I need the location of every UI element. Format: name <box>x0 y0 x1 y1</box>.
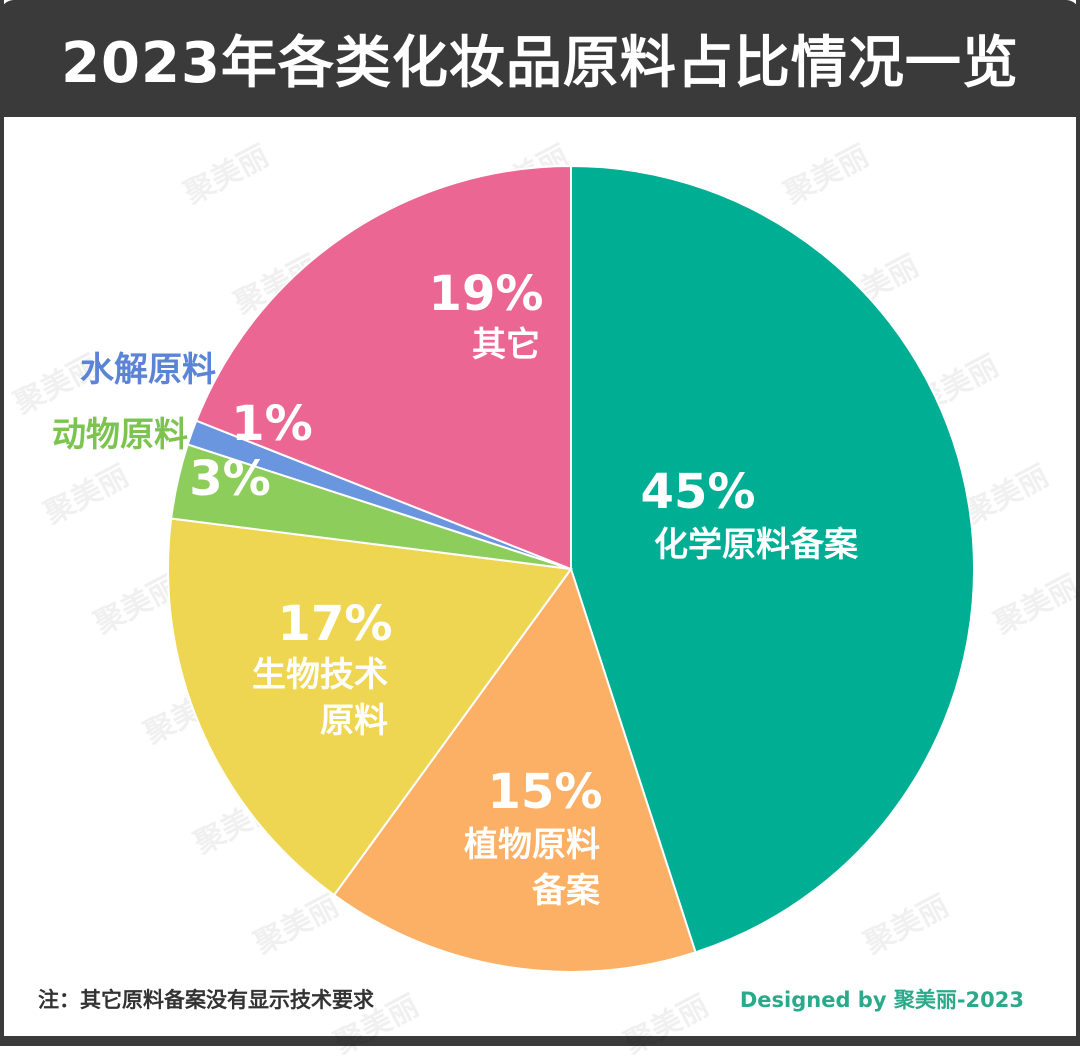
slice-percent-label: 15% <box>488 764 603 820</box>
slice-percent-label: 45% <box>641 464 756 520</box>
slice-category-label: 植物原料 <box>464 825 600 865</box>
slice-percent-label: 3% <box>189 451 271 507</box>
pie-slice <box>195 164 572 571</box>
pie-slice <box>332 566 697 973</box>
slice-percent-label: 17% <box>278 596 393 652</box>
pie-slice <box>570 164 975 954</box>
slice-category-label: 原料 <box>320 701 388 741</box>
chart-title: 2023年各类化妆品原料占比情况一览 <box>61 31 1019 96</box>
slice-percent-label: 1% <box>231 396 313 452</box>
title-bar: 2023年各类化妆品原料占比情况一览 <box>0 0 1080 117</box>
credit-line: Designed by 聚美丽-2023 <box>739 988 1024 1012</box>
slice-category-label: 化学原料备案 <box>654 525 859 565</box>
footnote: 注：其它原料备案没有显示技术要求 <box>38 988 374 1012</box>
slice-percent-label: 19% <box>429 266 544 322</box>
slice-category-label: 动物原料 <box>52 415 188 455</box>
slice-category-label: 水解原料 <box>80 350 216 390</box>
slice-category-label: 备案 <box>532 871 601 911</box>
slice-category-label: 生物技术 <box>252 655 388 695</box>
slice-category-label: 其它 <box>472 325 540 365</box>
pie-slice <box>167 517 573 897</box>
